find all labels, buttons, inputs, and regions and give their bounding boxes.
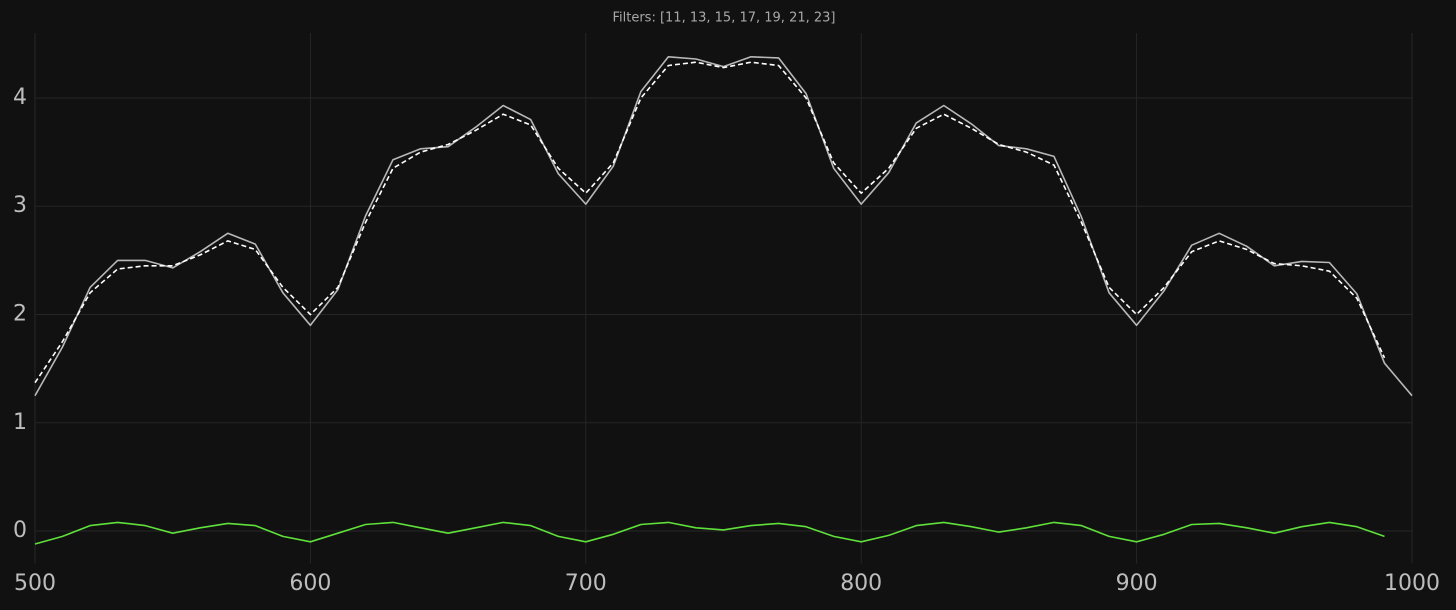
y-tick-label: 3 (13, 193, 27, 218)
y-tick-label: 0 (13, 518, 27, 543)
x-tick-label: 900 (1116, 571, 1158, 596)
x-tick-label: 700 (565, 571, 607, 596)
y-tick-label: 1 (13, 410, 27, 435)
x-tick-label: 600 (289, 571, 331, 596)
x-tick-label: 500 (14, 571, 56, 596)
y-tick-label: 4 (13, 85, 27, 110)
y-tick-label: 2 (13, 301, 27, 326)
series-line (34, 521, 1385, 545)
chart-title: Filters: [11, 13, 15, 17, 19, 21, 23] (612, 11, 835, 26)
x-tick-label: 800 (840, 571, 882, 596)
x-tick-label: 1000 (1384, 571, 1440, 596)
series-line (34, 61, 1386, 384)
series-line (34, 56, 1413, 397)
